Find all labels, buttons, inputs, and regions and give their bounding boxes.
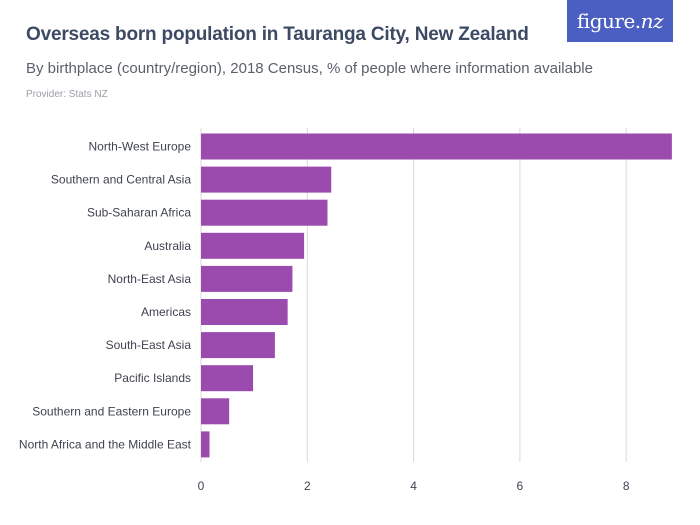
category-label-9: North Africa and the Middle East [19, 437, 192, 451]
category-label-1: Southern and Central Asia [51, 173, 191, 187]
category-label-0: North-West Europe [89, 140, 192, 154]
x-tick-label-8: 8 [623, 479, 630, 493]
bar-9 [201, 431, 210, 458]
category-label-7: Pacific Islands [114, 371, 191, 385]
x-tick-label-4: 4 [410, 479, 417, 493]
x-tick-label-2: 2 [304, 479, 311, 493]
bar-0 [201, 133, 672, 160]
x-tick-label-0: 0 [198, 479, 205, 493]
bar-3 [201, 232, 305, 259]
bar-4 [201, 265, 293, 292]
category-label-6: South-East Asia [106, 338, 192, 352]
category-label-3: Australia [144, 239, 191, 253]
logo-text-suffix: nz [640, 9, 664, 33]
bar-2 [201, 199, 328, 226]
logo-text-dot: . [634, 9, 641, 33]
bar-7 [201, 365, 254, 392]
category-label-2: Sub-Saharan Africa [87, 206, 191, 220]
chart-title: Overseas born population in Tauranga Cit… [26, 24, 529, 45]
category-label-5: Americas [141, 305, 191, 319]
bar-5 [201, 299, 288, 325]
provider-note: Provider: Stats NZ [26, 89, 108, 100]
bar-8 [201, 398, 230, 425]
bar-6 [201, 332, 275, 359]
figure-nz-logo[interactable]: figure. nz [567, 0, 673, 42]
chart-subtitle: By birthplace (country/region), 2018 Cen… [26, 60, 593, 77]
category-label-4: North-East Asia [108, 272, 192, 286]
x-tick-label-6: 6 [517, 479, 524, 493]
bar-1 [201, 166, 332, 193]
category-label-8: Southern and Eastern Europe [32, 404, 191, 418]
logo-text-main: figure [576, 9, 635, 33]
